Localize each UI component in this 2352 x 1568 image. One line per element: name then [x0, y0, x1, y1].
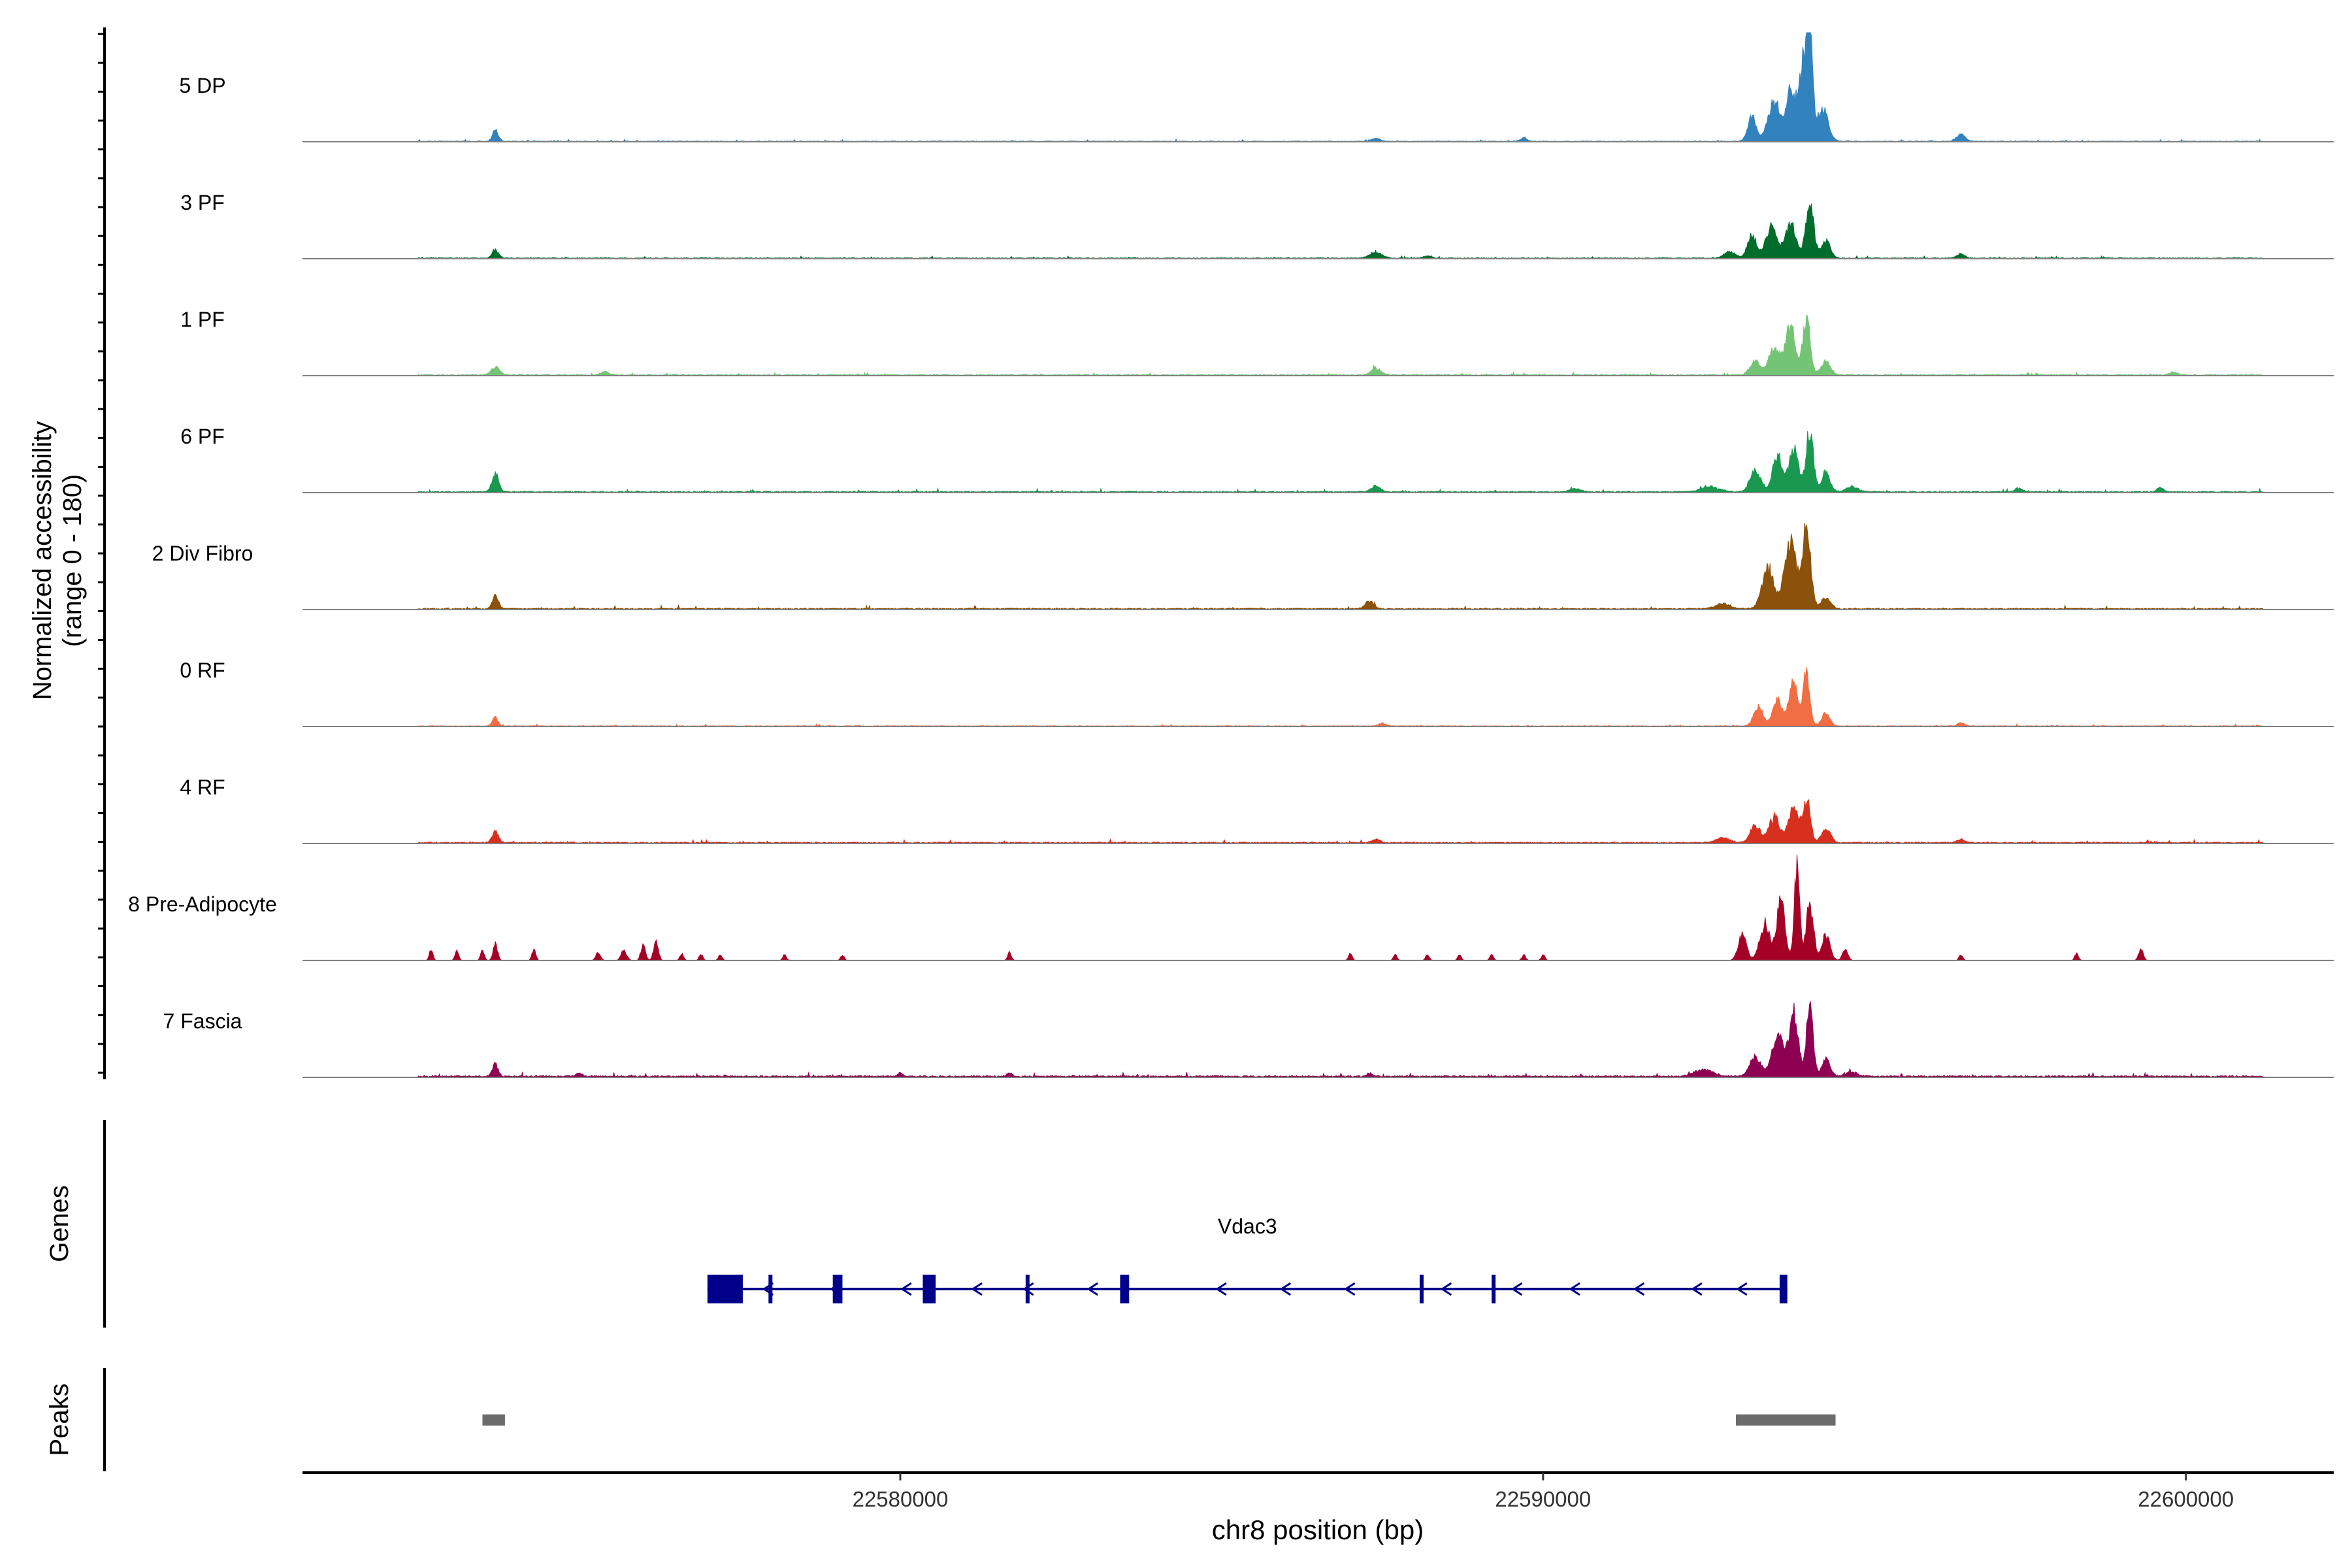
coverage-y-axis — [98, 27, 106, 1079]
coverage-area — [417, 1001, 2264, 1078]
track-6: 0 RF — [180, 659, 2334, 727]
gene-strand-arrow — [971, 1282, 983, 1296]
gene-exon — [1120, 1275, 1130, 1303]
genes-panel-label: Genes — [45, 1185, 74, 1262]
track-1: 5 DP — [179, 32, 2334, 142]
track-label: 0 RF — [180, 659, 225, 682]
gene-exon — [923, 1275, 936, 1303]
track-7: 4 RF — [180, 776, 2334, 844]
x-tick-label: 22580000 — [853, 1487, 949, 1511]
peak-region-bar — [1736, 1414, 1836, 1426]
track-label: 8 Pre-Adipocyte — [128, 892, 277, 916]
gene-strand-arrow — [829, 1282, 841, 1296]
gene-exon — [1492, 1275, 1496, 1303]
peaks-panel-label: Peaks — [45, 1383, 74, 1456]
peaks-panel: Peaks — [45, 1368, 1836, 1471]
gene-strand-arrow — [1215, 1282, 1227, 1296]
gene-strand-arrow — [1633, 1282, 1645, 1296]
gene-strand-arrow — [1279, 1282, 1292, 1296]
gene-exon — [1025, 1275, 1030, 1303]
track-4: 6 PF — [180, 425, 2334, 493]
coverage-tracks: 5 DP 3 PF 1 PF 6 PF 2 Div Fibro 0 RF 4 RF 8 Pre… — [128, 32, 2334, 1078]
gene-strand-arrow — [762, 1282, 774, 1296]
gene-strand-arrow — [900, 1282, 912, 1296]
track-label: 1 PF — [180, 308, 225, 331]
gene-strand-arrow — [1343, 1282, 1356, 1296]
track-label: 7 Fascia — [163, 1009, 242, 1033]
gene-strand-arrow — [1736, 1282, 1748, 1296]
gene-strand-arrow — [1511, 1282, 1523, 1296]
track-3: 1 PF — [180, 308, 2334, 376]
track-label: 3 PF — [180, 191, 225, 214]
gene-exon — [1419, 1275, 1424, 1303]
gene-name: Vdac3 — [1218, 1215, 1277, 1238]
x-tick-label: 22600000 — [2138, 1487, 2234, 1511]
y-axis-title-line2: (range 0 - 180) — [58, 474, 87, 647]
gene-strand-arrow — [1022, 1282, 1034, 1296]
track-9: 7 Fascia — [163, 1001, 2334, 1078]
track-label: 5 DP — [179, 74, 225, 97]
gene-model: Vdac3 — [707, 1215, 1788, 1303]
track-label: 6 PF — [180, 425, 225, 448]
gene-exon — [768, 1275, 773, 1303]
peak-region-bar — [482, 1414, 505, 1426]
gene-strand-arrow — [1086, 1282, 1098, 1296]
x-axis: 22580000 22590000 22600000 — [302, 1471, 2334, 1511]
track-label: 2 Div Fibro — [152, 542, 253, 565]
gene-exon — [832, 1275, 843, 1303]
track-8: 8 Pre-Adipocyte — [128, 855, 2334, 961]
gene-exon — [1779, 1275, 1788, 1303]
track-label: 4 RF — [180, 776, 225, 799]
gene-strand-arrow — [1569, 1282, 1580, 1296]
track-2: 3 PF — [180, 191, 2334, 259]
coverage-area — [417, 523, 2264, 610]
genes-panel: Genes Vdac3 — [45, 1120, 1788, 1328]
gene-strand-arrow — [1440, 1282, 1452, 1296]
gene-exon — [707, 1275, 743, 1303]
track-5: 2 Div Fibro — [152, 523, 2334, 610]
y-axis-title-line1: Normalized accessibility — [28, 421, 57, 700]
x-tick-label: 22590000 — [1495, 1487, 1591, 1511]
gene-strand-arrow — [1691, 1282, 1703, 1296]
x-axis-title: chr8 position (bp) — [1212, 1514, 1424, 1545]
